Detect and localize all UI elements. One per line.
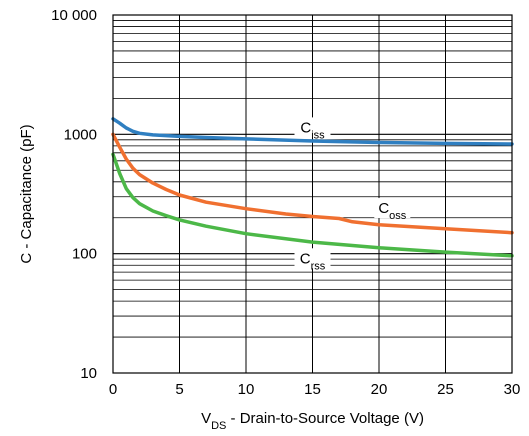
series-crss-line [111, 152, 514, 258]
curve-label-sub: iss [311, 129, 325, 141]
x-tick-label: 25 [437, 381, 454, 398]
series-coss-line [111, 132, 514, 235]
x-axis-title-rest: - Drain-to-Source Voltage (V) [226, 410, 424, 427]
y-tick-label: 1000 [64, 126, 97, 143]
plot-frame [112, 14, 513, 374]
curve-label-main: C [378, 200, 389, 217]
series-ciss-line [111, 117, 514, 146]
x-tick-label: 20 [371, 381, 388, 398]
curve-label-sub: oss [389, 210, 407, 222]
curve-label-crss: Crss [300, 250, 326, 272]
x-axis-title-sub: DS [211, 420, 226, 432]
x-tick-label: 15 [304, 381, 321, 398]
curve-label-main: C [300, 250, 311, 267]
label-background [374, 198, 411, 219]
label-background [294, 117, 331, 138]
x-tick-label: 10 [238, 381, 255, 398]
curve-label-main: C [300, 119, 311, 136]
x-axis-title-main: V [201, 410, 211, 427]
x-axis-title: VDS - Drain-to-Source Voltage (V) [201, 410, 424, 432]
curve-label-sub: rss [311, 260, 326, 272]
curve-label-coss: Coss [378, 200, 406, 222]
curve-label-ciss: Ciss [300, 119, 325, 141]
y-axis-title: C - Capacitance (pF) [18, 124, 35, 263]
y-tick-label: 10 [80, 365, 97, 382]
y-tick-label: 10 000 [51, 7, 97, 24]
curves [111, 117, 514, 258]
x-tick-label: 0 [109, 381, 117, 398]
x-tick-label: 30 [504, 381, 521, 398]
y-tick-label: 100 [72, 246, 97, 263]
label-background [294, 248, 331, 269]
x-tick-label: 5 [175, 381, 183, 398]
tick-labels: 0 5 10 15 20 25 30 10 100 1000 10 000 [51, 7, 520, 398]
